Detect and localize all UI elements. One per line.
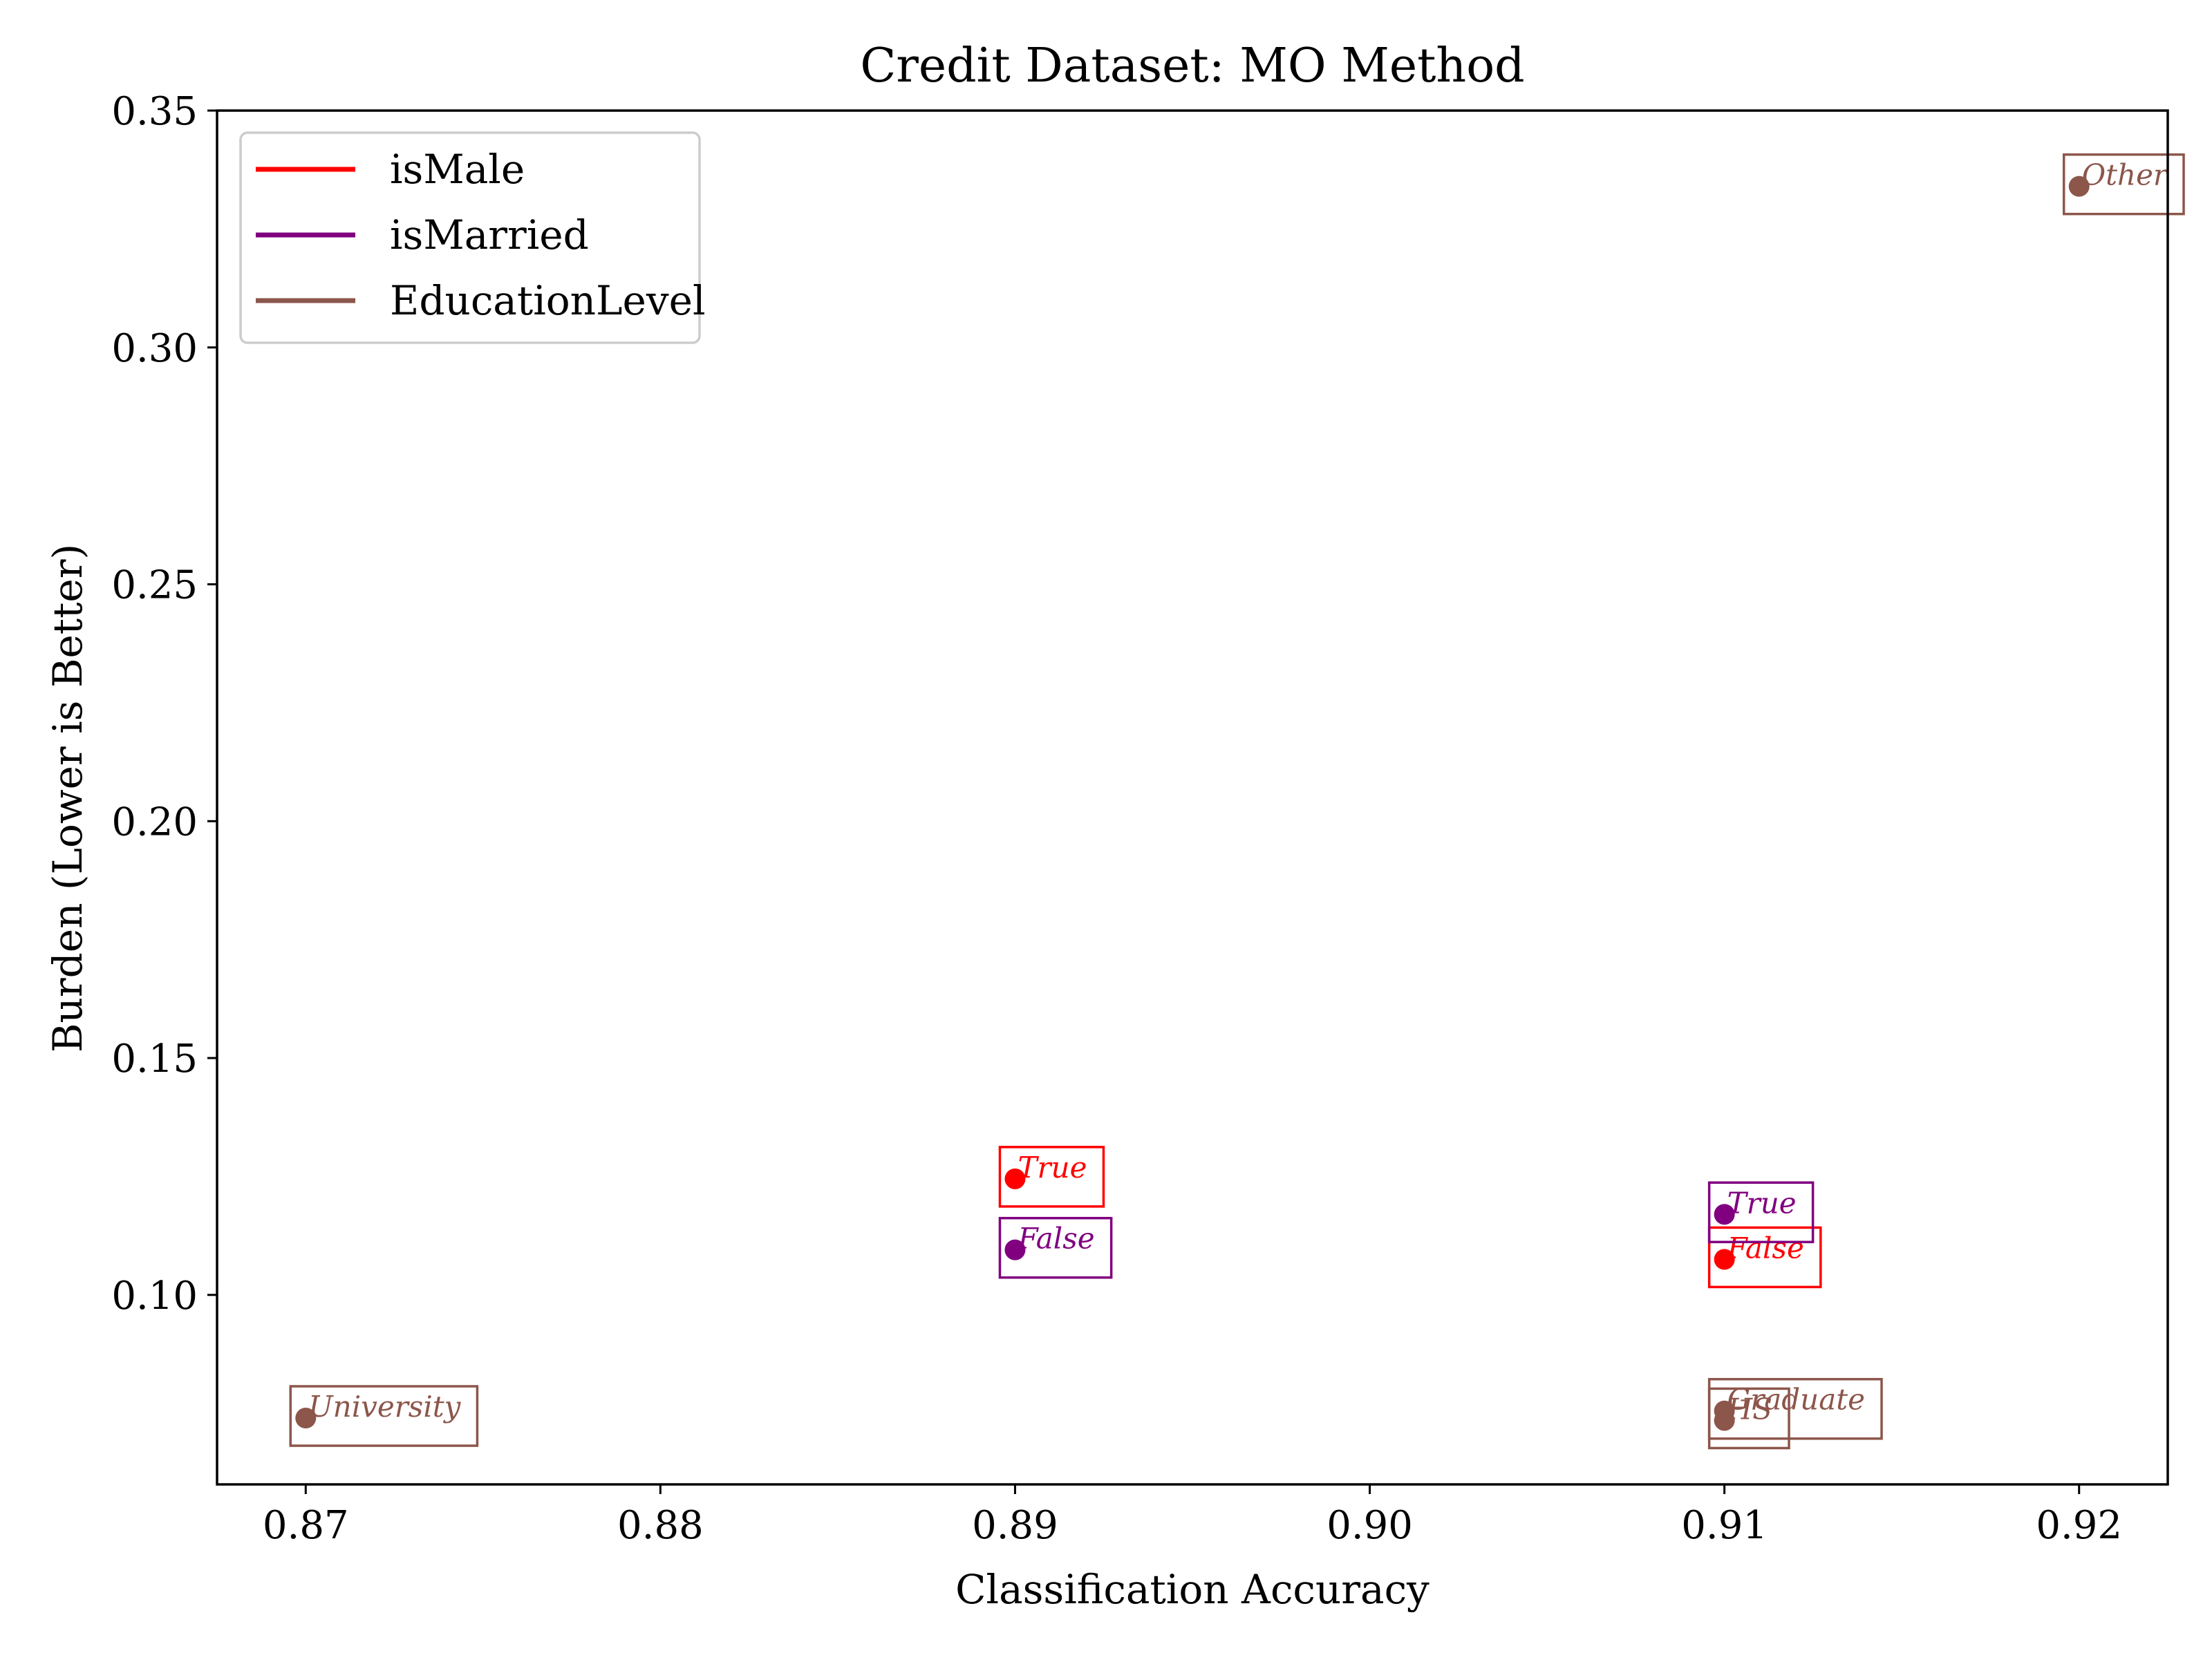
legend-label: isMarried (390, 211, 589, 258)
data-points (295, 176, 2090, 1431)
legend-label: isMale (390, 146, 525, 193)
point-label-box (998, 1216, 1113, 1279)
data-point (1714, 1410, 1735, 1431)
data-point (1714, 1249, 1735, 1270)
point-label: True (1018, 1151, 1087, 1184)
x-tick-label: 0.87 (263, 1503, 349, 1548)
x-axis-label: Classification Accuracy (955, 1566, 1430, 1613)
x-tick-label: 0.89 (972, 1503, 1058, 1548)
point-label-box (998, 1146, 1105, 1208)
legend-label: EducationLevel (390, 277, 706, 324)
axis-ticks: 0.87 0.88 0.89 0.90 0.91 0.92 0.10 0.15 0.20 0.25… (111, 89, 2122, 1548)
legend-box (239, 131, 701, 344)
point-label: False (1017, 1222, 1094, 1256)
point-label-box (1707, 1387, 1790, 1450)
x-tick-label: 0.92 (2036, 1503, 2122, 1548)
x-tick-label: 0.88 (617, 1503, 704, 1548)
plot-frame (216, 109, 2169, 1486)
point-label: True (1727, 1186, 1797, 1220)
x-tick-label: 0.90 (1327, 1503, 1413, 1548)
point-label-box (289, 1385, 479, 1447)
data-point (2068, 176, 2090, 197)
chart-title: Credit Dataset: MO Method (860, 39, 1524, 93)
point-label: False (1727, 1231, 1804, 1265)
data-point (1004, 1239, 1026, 1260)
y-tick-label: 0.30 (111, 326, 198, 371)
point-label-box (2062, 153, 2185, 216)
point-label-box (1707, 1181, 1815, 1244)
x-tick-label: 0.91 (1681, 1503, 1768, 1548)
data-point (1714, 1204, 1735, 1225)
y-tick-label: 0.25 (111, 563, 198, 608)
data-point (295, 1408, 317, 1429)
y-tick-label: 0.10 (111, 1274, 198, 1319)
y-tick-label: 0.15 (111, 1037, 198, 1082)
y-tick-label: 0.20 (111, 800, 198, 844)
y-tick-label: 0.35 (111, 89, 198, 134)
data-point (1004, 1168, 1026, 1189)
y-axis-label: Burden (Lower is Better) (44, 544, 91, 1052)
point-label: University (308, 1390, 461, 1424)
point-label-box (1707, 1226, 1822, 1289)
legend: isMale isMarried EducationLevel (239, 131, 706, 344)
point-label: Other (2082, 158, 2169, 192)
